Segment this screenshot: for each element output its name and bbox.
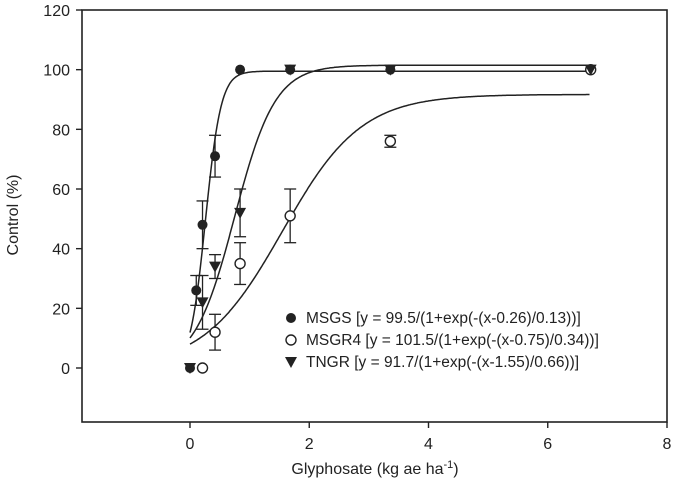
y-tick-label: 100 [43, 63, 70, 80]
fit-curve [189, 93, 590, 345]
y-axis-title: Control (%) [5, 175, 22, 256]
fit-curves [189, 64, 590, 345]
marker-triangle-down [284, 64, 297, 76]
marker-triangle-down [184, 363, 196, 374]
marker-filled-circle [191, 285, 202, 296]
marker-triangle-down [209, 261, 222, 273]
x-tick-label: 6 [543, 436, 552, 453]
marker-filled-circle [286, 313, 296, 323]
x-tick-label: 2 [305, 436, 314, 453]
marker-open-circle [209, 326, 221, 338]
plot-frame [81, 9, 668, 423]
x-axis-title: Glyphosate (kg ae ha-1) [291, 459, 458, 478]
legend-entry: TNGR [y = 91.7/(1+exp(-(x-1.55)/0.66))] [306, 354, 579, 371]
x-tick-label: 4 [424, 436, 433, 453]
marker-open-circle [285, 334, 297, 346]
legend-entry: MSGR4 [y = 101.5/(1+exp(-(x-0.75)/0.34))… [306, 332, 599, 349]
marker-open-circle [234, 257, 246, 270]
y-tick-label: 40 [52, 242, 70, 259]
marker-triangle-down [584, 64, 597, 76]
marker-open-circle [284, 210, 296, 222]
fit-curve [189, 64, 590, 339]
y-tick-label: 120 [43, 3, 70, 20]
plot-border [81, 9, 668, 423]
y-tick-label: 20 [52, 301, 70, 318]
x-tick-label: 8 [663, 436, 672, 453]
marker-triangle-down [285, 357, 297, 368]
legend: MSGS [y = 99.5/(1+exp(-(x-0.26)/0.13))] M… [285, 310, 599, 371]
marker-filled-circle [235, 64, 246, 75]
x-axis: 0 2 4 6 8 [186, 422, 672, 453]
data-points [184, 63, 597, 374]
marker-triangle-down [196, 297, 209, 309]
legend-entry: MSGS [y = 99.5/(1+exp(-(x-0.26)/0.13))] [306, 310, 581, 327]
x-tick-label: 0 [186, 436, 195, 453]
y-tick-label: 60 [52, 182, 70, 199]
y-axis: 0 20 40 60 80 100 120 [43, 3, 82, 378]
marker-filled-circle [197, 219, 208, 230]
marker-open-circle [196, 362, 209, 374]
marker-filled-circle [210, 151, 221, 162]
marker-open-circle [384, 135, 397, 147]
y-tick-label: 80 [52, 122, 70, 139]
marker-triangle-down [234, 207, 247, 219]
marker-triangle-down [384, 64, 397, 76]
y-tick-label: 0 [61, 361, 70, 378]
